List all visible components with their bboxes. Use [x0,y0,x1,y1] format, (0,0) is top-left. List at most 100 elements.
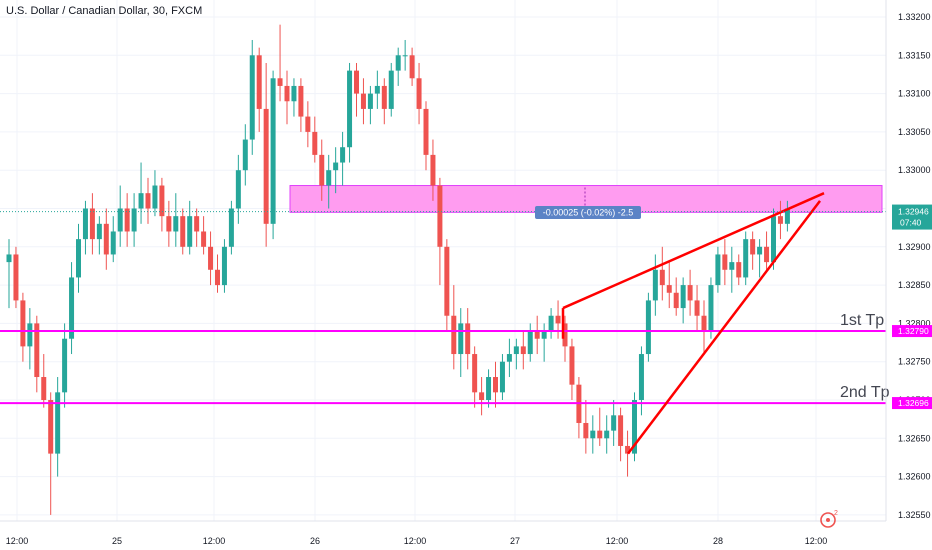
candle [277,24,283,102]
wedge-trendline[interactable] [562,192,825,310]
candle [270,70,276,240]
rising-wedge[interactable] [561,192,825,455]
candle [659,246,665,301]
last-price-tag [892,204,932,230]
candle-body [673,292,679,309]
candle [680,277,686,324]
candle-body [764,246,770,263]
candle [263,62,269,247]
candle-body [472,354,478,393]
candle-body [416,78,422,109]
candle-body [6,254,12,263]
candle-body [534,331,540,339]
candle-body [159,185,165,217]
candle [437,177,443,286]
candle-body [777,216,783,224]
candle [367,85,373,125]
wedge-trendline[interactable] [627,200,821,455]
candle [340,131,346,186]
candle-body [736,262,742,278]
candle [597,407,603,446]
candle [388,62,394,117]
candle [319,139,325,201]
candle-body [208,246,214,270]
candle [187,200,193,255]
candle-body [555,315,561,324]
candle [305,101,311,148]
x-tick-label: 12:00 [6,536,29,546]
candle-body [166,216,172,232]
candle [618,407,624,462]
candle-body [541,331,547,339]
candle [416,62,422,125]
candle [201,216,207,255]
candle [221,239,227,293]
candle-body [569,346,575,385]
candle [590,415,596,454]
candle [62,323,68,408]
candle [312,116,318,163]
candle-body [13,254,19,301]
candle-body [360,93,366,109]
svg-text:2: 2 [834,510,838,517]
candle [194,208,200,247]
candle-body [333,162,339,171]
y-tick-label: 1.33050 [898,127,931,137]
candle [381,78,387,125]
candle-body [48,400,54,454]
y-tick-label: 1.32850 [898,280,931,290]
candle-body [506,354,512,362]
candle [645,292,651,362]
candle-body [277,78,283,86]
target-level-label: 1st Tp [840,312,884,329]
measure-tool[interactable]: -0.00025 (-0.02%) -2.5 [535,187,641,219]
candle-body [89,208,95,240]
tradingview-logo-icon: 2 [820,510,838,528]
candle [34,315,40,393]
candle [235,154,241,224]
candle-body [249,55,255,140]
candles [6,24,790,515]
candle-body [611,415,617,431]
x-tick-label: 12:00 [805,536,828,546]
candle [103,208,109,270]
candle-body [228,208,234,247]
candle [736,254,742,286]
candle-body [659,269,665,286]
candle-body [263,108,269,224]
time-axis[interactable]: 12:00 25 12:00 26 12:00 27 12:00 28 12:00 [6,536,828,546]
candle [402,39,408,71]
candle-body [423,108,429,155]
candle-body [632,400,637,454]
candle [208,231,214,286]
candle [569,338,575,400]
candle-body [771,216,776,263]
candle-body [347,70,353,148]
candle [576,377,582,439]
candle-body [34,323,40,378]
candle-body [479,392,485,400]
candle [757,239,763,278]
y-tick-label: 1.32800 [898,318,931,328]
candle [360,78,366,125]
candle [409,47,415,86]
candle-body [124,208,130,232]
target-levels[interactable]: 1st Tp 2nd Tp [0,312,890,405]
candle-body [173,216,179,232]
candle [159,177,165,232]
candle [479,377,485,416]
candle [722,239,728,286]
candle [374,70,380,109]
candle [110,216,116,263]
candle-body [402,55,408,57]
candle [354,62,359,117]
candle-body [180,216,186,247]
candle [27,308,33,370]
candle [6,239,12,309]
candle [604,415,610,454]
price-axis[interactable]: 1.33200 1.33150 1.33100 1.33050 1.33000 1.329… [898,12,931,520]
candle-body [152,185,158,209]
candle [41,354,47,408]
measure-label-box [535,206,641,219]
